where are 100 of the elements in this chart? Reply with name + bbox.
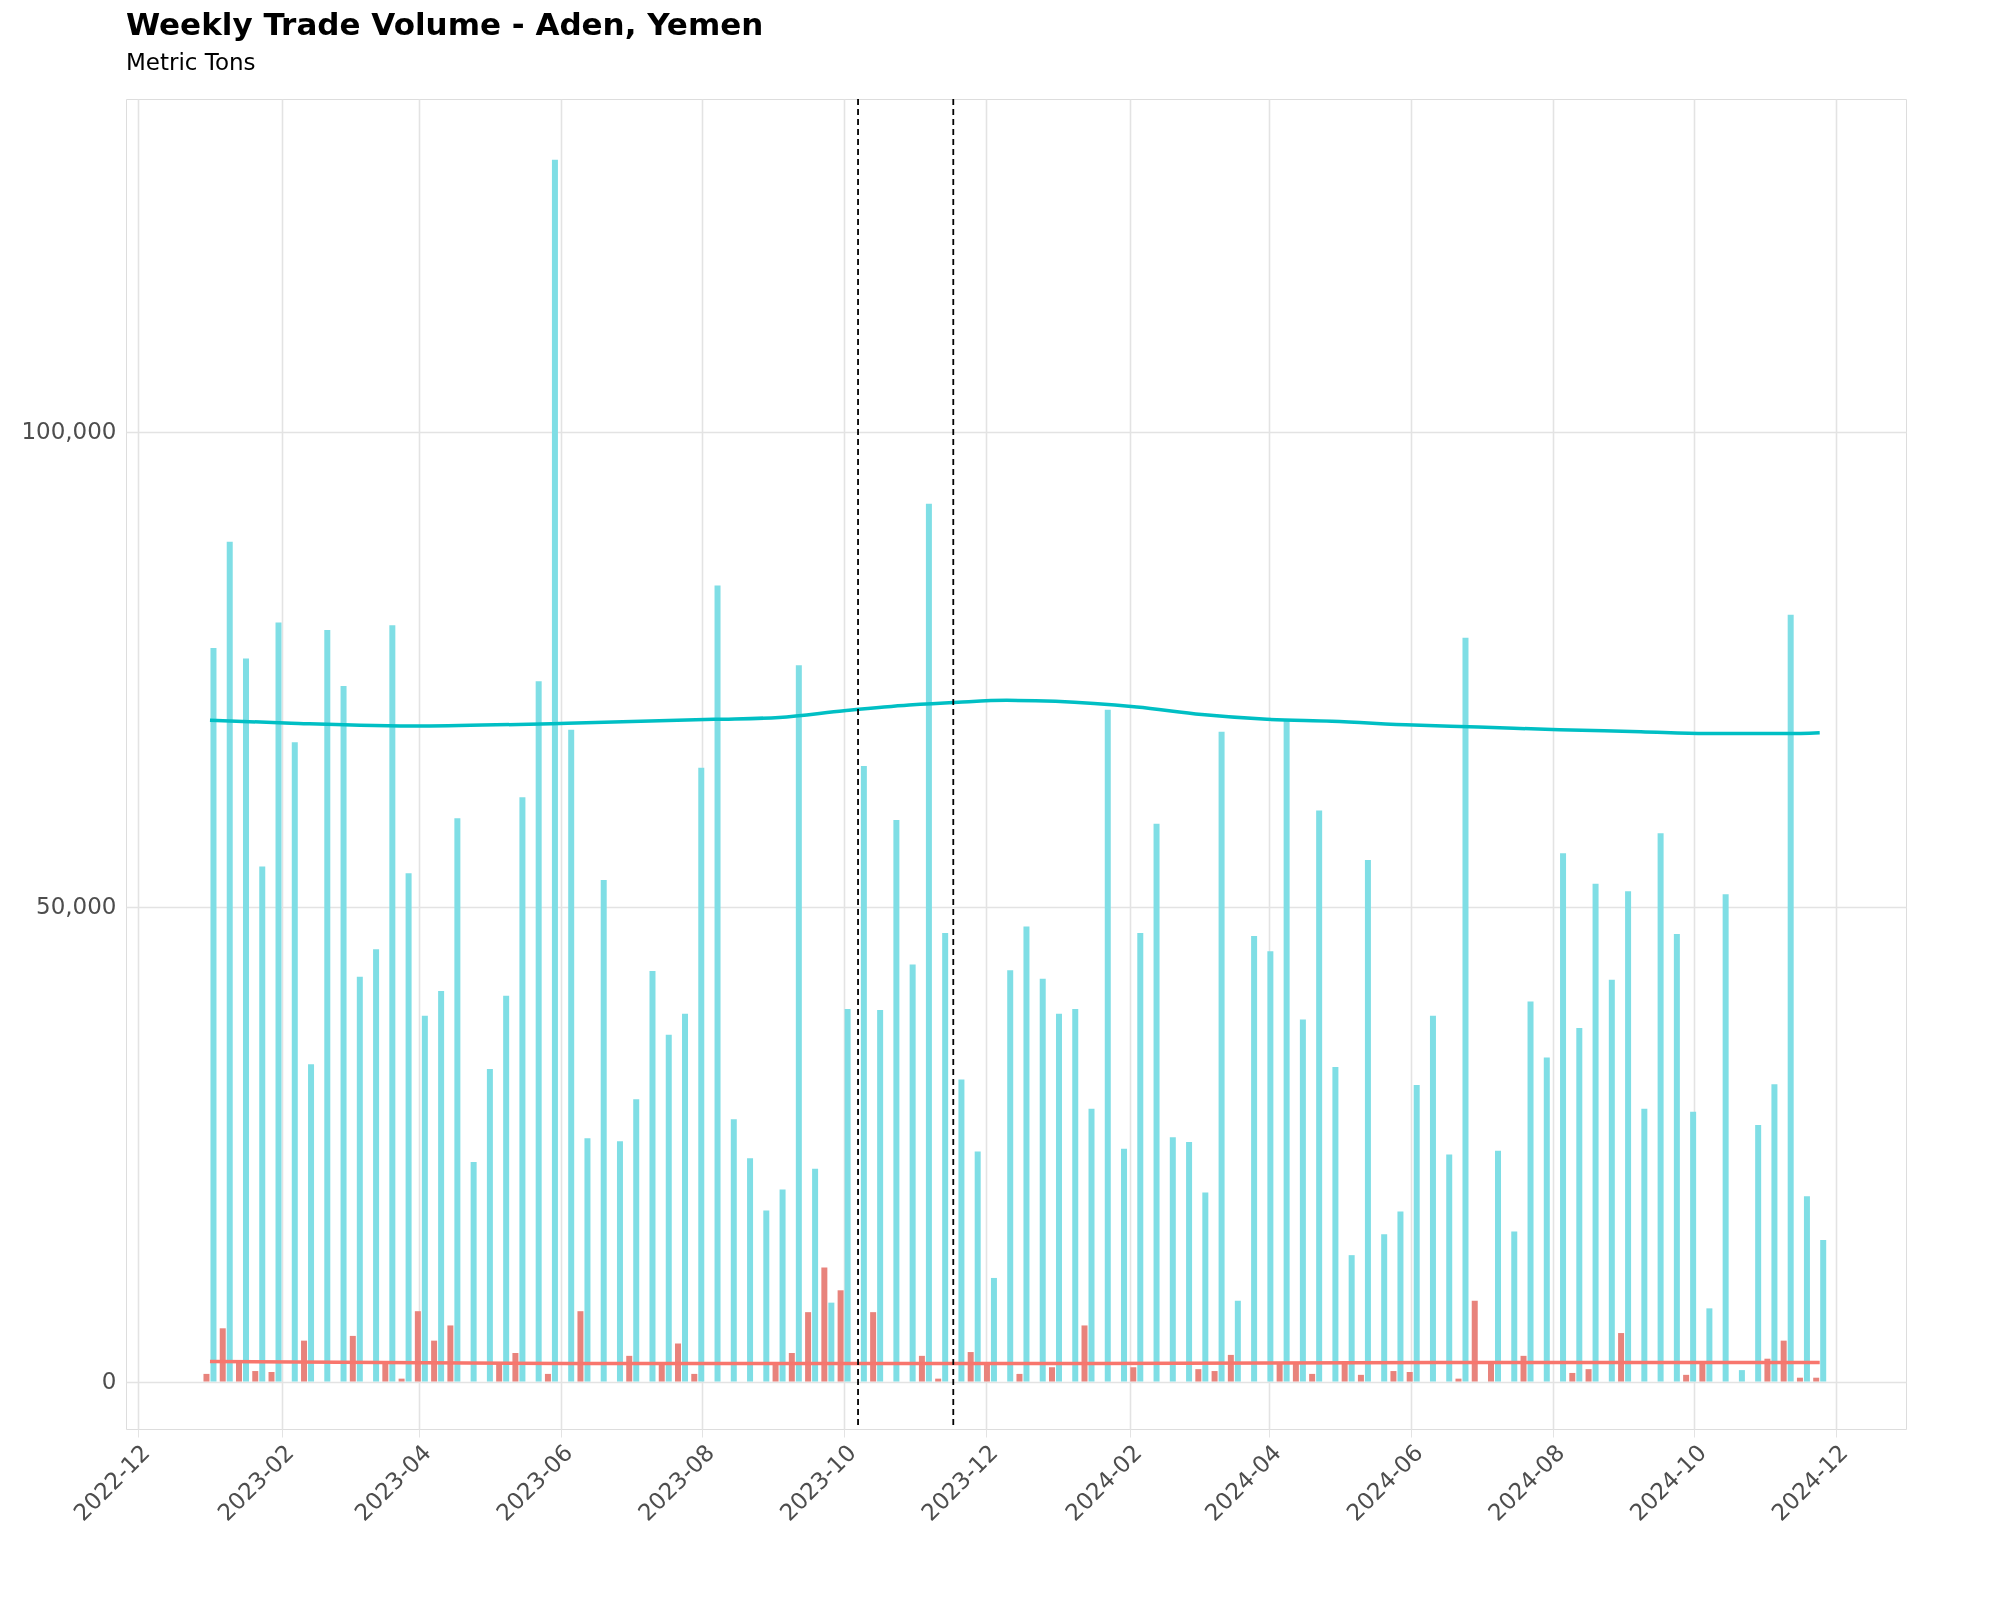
bar <box>268 1372 275 1382</box>
bar <box>568 729 575 1382</box>
bar <box>1267 951 1274 1382</box>
bar <box>519 797 526 1382</box>
bar <box>340 686 347 1382</box>
bar <box>1462 637 1469 1382</box>
bar <box>301 1340 308 1382</box>
bar <box>291 742 298 1382</box>
bar <box>1364 859 1371 1382</box>
bar <box>1690 1111 1697 1382</box>
bar <box>349 1335 356 1382</box>
bar <box>1169 1137 1176 1382</box>
bar <box>1495 1150 1501 1382</box>
bar <box>714 585 721 1382</box>
bar <box>438 991 445 1382</box>
bar <box>1309 1373 1316 1382</box>
bar <box>1592 883 1599 1382</box>
bar <box>1121 1148 1128 1382</box>
bar <box>600 879 607 1382</box>
bar <box>1803 1196 1810 1382</box>
bar <box>1780 1340 1787 1382</box>
bar <box>698 767 705 1382</box>
bar <box>1007 970 1014 1382</box>
bar <box>544 1373 551 1382</box>
bar <box>909 964 916 1382</box>
bar <box>1283 719 1290 1382</box>
bar <box>1755 1125 1762 1382</box>
bar <box>1023 926 1030 1382</box>
bar <box>812 1168 819 1382</box>
bar <box>1625 891 1632 1382</box>
bar <box>503 995 510 1382</box>
bar <box>925 503 932 1382</box>
bar <box>1569 1372 1576 1382</box>
bar <box>1699 1362 1706 1382</box>
bar <box>616 1141 623 1382</box>
bar <box>691 1373 698 1382</box>
bar <box>1072 1009 1079 1382</box>
bar <box>1796 1377 1803 1382</box>
bar <box>682 1013 689 1382</box>
bar <box>1657 833 1664 1382</box>
bar <box>584 1138 591 1382</box>
bar <box>935 1378 942 1382</box>
bar <box>1153 823 1160 1382</box>
bar <box>389 625 396 1382</box>
bar <box>226 541 233 1382</box>
bar <box>373 949 380 1382</box>
bar <box>1813 1377 1820 1382</box>
bar <box>958 1079 965 1382</box>
bar <box>1055 1013 1062 1382</box>
bar <box>1406 1372 1413 1382</box>
bar <box>1413 1085 1420 1382</box>
bar <box>1820 1239 1827 1382</box>
y-tick-label: 50,000 <box>36 893 117 919</box>
bar <box>203 1373 210 1382</box>
bar <box>730 1119 737 1382</box>
bar <box>828 1302 835 1382</box>
bar <box>805 1312 812 1382</box>
bar <box>1186 1142 1193 1382</box>
bar <box>1390 1371 1397 1382</box>
bar <box>747 1158 754 1382</box>
bar <box>1381 1234 1388 1382</box>
bar <box>649 971 656 1382</box>
bar <box>382 1362 389 1382</box>
bar <box>219 1328 226 1382</box>
bar <box>1527 1001 1534 1382</box>
bar <box>1429 1015 1436 1382</box>
bar <box>1738 1370 1745 1382</box>
bar <box>1397 1211 1404 1382</box>
bar <box>551 159 558 1382</box>
y-tick-label: 0 <box>101 1368 117 1394</box>
line-series <box>208 698 1822 736</box>
bar <box>308 1064 315 1382</box>
bar <box>779 1189 786 1382</box>
bar <box>535 681 542 1382</box>
bar <box>1195 1369 1202 1382</box>
bar <box>454 818 461 1382</box>
chart-subtitle: Metric Tons <box>126 49 256 76</box>
bar <box>665 1034 672 1382</box>
bar <box>860 765 867 1382</box>
bar <box>1722 894 1729 1382</box>
bar <box>893 820 900 1382</box>
bar <box>1618 1333 1625 1382</box>
bar <box>1455 1378 1462 1382</box>
bar <box>275 622 282 1382</box>
bar <box>877 1010 884 1382</box>
bar <box>1016 1373 1023 1382</box>
bar <box>243 658 249 1382</box>
bar <box>405 873 412 1382</box>
bar <box>577 1311 584 1382</box>
bar <box>1039 978 1046 1382</box>
bar <box>210 648 217 1382</box>
bar <box>1585 1369 1592 1382</box>
bar <box>1608 979 1615 1382</box>
bar <box>1104 709 1111 1382</box>
bar <box>1543 1057 1550 1382</box>
bar <box>1316 810 1323 1382</box>
bar <box>1348 1255 1355 1382</box>
bar <box>1357 1374 1364 1382</box>
bar <box>1299 1019 1306 1382</box>
bar <box>870 1312 877 1382</box>
